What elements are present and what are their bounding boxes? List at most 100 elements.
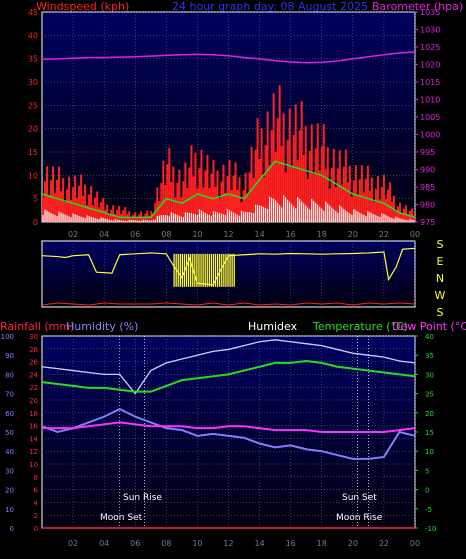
temp-x-tick-label: 22 <box>379 539 389 548</box>
direction-speed-trace <box>41 302 416 306</box>
wind-tick-label: 15 <box>28 148 38 157</box>
temperature-tick-label: 5 <box>425 467 429 475</box>
temperature-tick-label: 30 <box>425 371 434 379</box>
temperature-tick-label: -10 <box>425 525 436 533</box>
barometer-axis-title: Barometer (hpa) <box>372 0 463 13</box>
humidity-tick-label: 10 <box>5 506 14 514</box>
wind-tick-label: 30 <box>28 78 38 87</box>
temp-x-tick-label: 20 <box>348 539 358 548</box>
humidity-tick-label: 70 <box>5 391 14 399</box>
rainfall-tick-label: 0 <box>34 525 38 533</box>
humidity-tick-label: 100 <box>1 333 14 341</box>
rainfall-tick-label: 30 <box>29 333 38 341</box>
temp-x-tick-label: 06 <box>130 539 140 548</box>
wind-tick-label: 40 <box>28 31 38 40</box>
direction-letter-2: E <box>437 255 444 268</box>
temperature-tick-label: 40 <box>425 333 434 341</box>
rainfall-tick-label: 26 <box>29 359 38 367</box>
temperature-tick-label: 0 <box>425 487 429 495</box>
barometer-tick-label: 980 <box>420 201 435 210</box>
temp-x-tick-label: 16 <box>286 539 296 548</box>
rainfall-tick-label: 22 <box>29 384 38 392</box>
rainfall-tick-label: 20 <box>29 397 38 405</box>
humidity-tick-label: 60 <box>5 410 14 418</box>
humidity-tick-label: 50 <box>5 429 14 437</box>
temperature-tick-label: 15 <box>425 429 434 437</box>
humidity-tick-label: 80 <box>5 371 14 379</box>
temp-x-tick-label: 18 <box>317 539 327 548</box>
temperature-tick-label: 25 <box>425 391 434 399</box>
temp-x-tick-label: 08 <box>161 539 171 548</box>
moon-set-label: Moon Set <box>100 513 143 523</box>
temperature-tick-label: 10 <box>425 448 434 456</box>
wind-x-tick-label: 20 <box>348 230 358 239</box>
rainfall-tick-label: 14 <box>29 435 38 443</box>
temp-x-tick-label: 00 <box>410 539 420 548</box>
humidity-tick-label: 40 <box>5 448 14 456</box>
direction-letter-1: S <box>437 238 444 251</box>
wind-tick-label: 20 <box>28 125 38 134</box>
rainfall-tick-label: 4 <box>34 499 39 507</box>
temp-x-tick-label: 10 <box>192 539 202 548</box>
windspeed-axis-title: Windspeed (kph) <box>36 0 129 13</box>
rainfall-tick-label: 18 <box>29 410 38 418</box>
direction-letter-3: N <box>436 272 444 285</box>
humidity-tick-label: 20 <box>5 487 14 495</box>
wind-tick-label: 0 <box>33 218 38 227</box>
wind-x-tick-label: 10 <box>192 230 202 239</box>
wind-tick-label: 5 <box>33 195 38 204</box>
barometer-tick-label: 975 <box>420 218 435 227</box>
wind-x-tick-label: 06 <box>130 230 140 239</box>
temp-x-tick-label: 14 <box>254 539 264 548</box>
rainfall-tick-label: 2 <box>34 512 38 520</box>
rainfall-tick-label: 28 <box>29 346 38 354</box>
sun-rise-label: Sun Rise <box>123 493 162 503</box>
temperature-line <box>41 359 416 393</box>
wind-tick-label: 45 <box>28 8 38 17</box>
humidity-tick-label: 0 <box>10 525 14 533</box>
barometer-tick-label: 1035 <box>420 8 440 17</box>
rainfall-tick-label: 6 <box>34 487 39 495</box>
humidex-line <box>41 339 416 395</box>
temp-x-tick-label: 12 <box>223 539 233 548</box>
rainfall-tick-label: 10 <box>29 461 38 469</box>
sun-set-label: Sun Set <box>342 493 377 503</box>
temperature-tick-label: 20 <box>425 410 434 418</box>
chart-title: 24 hour graph day: 08 August 2025 <box>172 0 368 13</box>
wind-x-tick-label: 12 <box>223 230 233 239</box>
temperature-axis-title: Temperature (°C) <box>312 320 408 333</box>
humidity-line <box>41 407 416 460</box>
wind-x-tick-label: 14 <box>254 230 264 239</box>
wind-x-tick-label: 18 <box>317 230 327 239</box>
humidity-tick-label: 90 <box>5 352 14 360</box>
wind-tick-label: 10 <box>28 171 38 180</box>
barometer-tick-label: 1020 <box>420 61 440 70</box>
rainfall-tick-label: 12 <box>29 448 38 456</box>
barometer-tick-label: 995 <box>420 148 435 157</box>
direction-letter-5: S <box>437 306 444 319</box>
humidity-tick-label: 30 <box>5 467 14 475</box>
temp-x-tick-label: 02 <box>68 539 78 548</box>
temperature-tick-label: 35 <box>425 352 434 360</box>
direction-letter-4: W <box>435 289 446 302</box>
humidex-legend: Humidex <box>248 320 298 333</box>
wind-direction-line <box>41 247 416 286</box>
rainfall-tick-label: 8 <box>34 474 38 482</box>
wind-tick-label: 35 <box>28 55 38 64</box>
rainfall-axis-title: Rainfall (mm) <box>0 320 74 333</box>
dewpoint-line <box>42 421 416 433</box>
moon-rise-label: Moon Rise <box>336 513 383 523</box>
barometer-tick-label: 1005 <box>420 113 440 122</box>
barometer-line <box>41 51 416 64</box>
barometer-tick-label: 1000 <box>420 131 440 140</box>
wind-x-tick-label: 02 <box>68 230 78 239</box>
chart-marks: 0510152025303540459759809859909951000100… <box>1 8 441 548</box>
rainfall-tick-label: 16 <box>29 423 38 431</box>
barometer-tick-label: 985 <box>420 183 435 192</box>
temperature-tick-label: -5 <box>425 506 432 514</box>
barometer-tick-label: 1025 <box>420 43 440 52</box>
barometer-tick-label: 1030 <box>420 26 440 35</box>
barometer-tick-label: 990 <box>420 166 435 175</box>
